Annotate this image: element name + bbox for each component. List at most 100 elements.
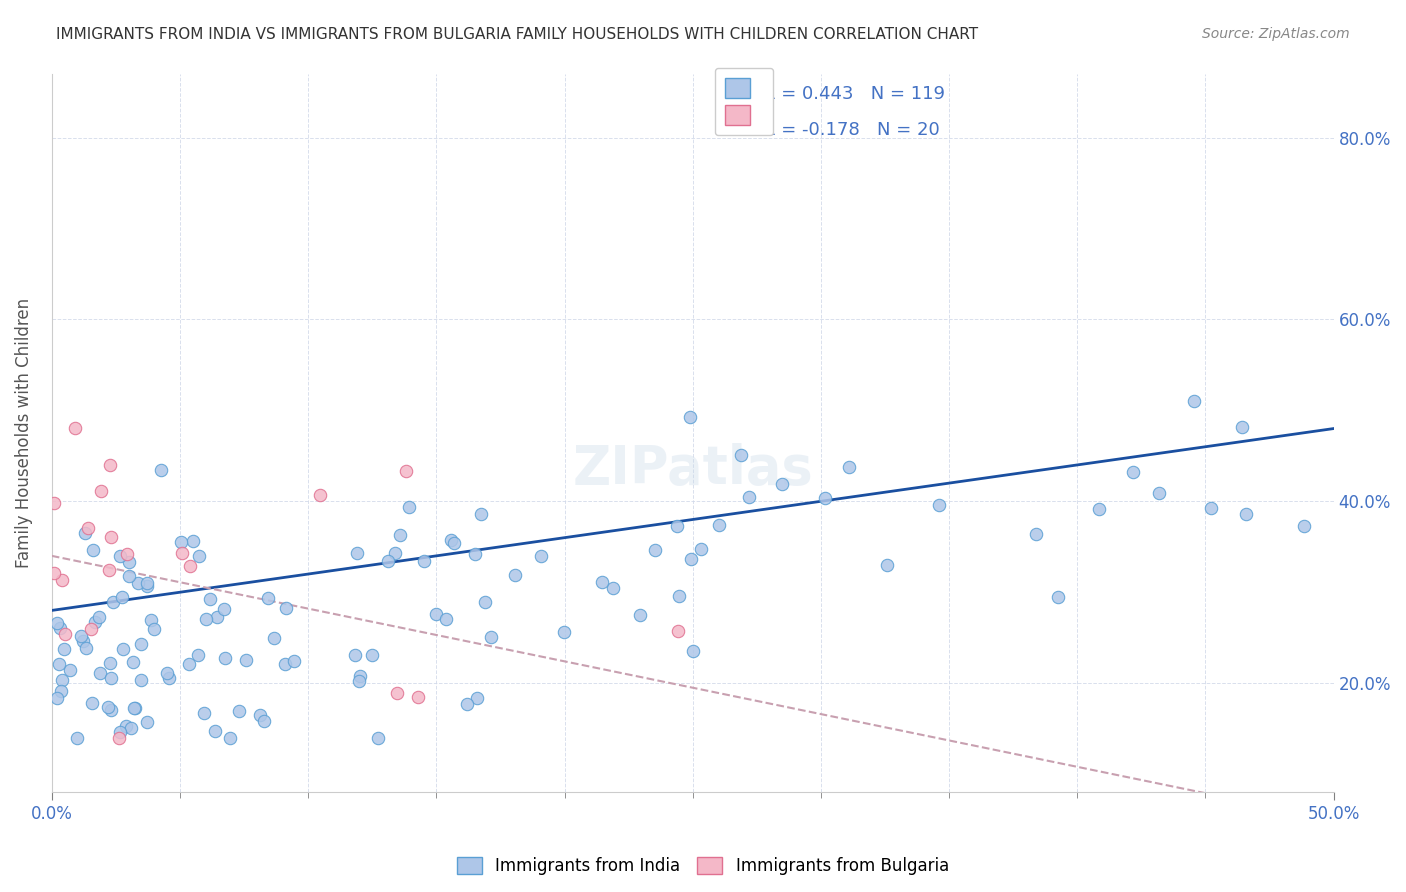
- Point: [235, 653, 257, 667]
- Point: [274, 657, 297, 671]
- Point: [1230, 419, 1253, 434]
- Point: [114, 719, 136, 733]
- Point: [75, 640, 97, 655]
- Point: [70, 629, 93, 643]
- Point: [111, 590, 134, 604]
- Point: [679, 410, 702, 425]
- Point: [1025, 526, 1047, 541]
- Point: [665, 519, 688, 533]
- Point: [730, 448, 752, 462]
- Point: [263, 631, 285, 645]
- Point: [51, 573, 73, 587]
- Point: [89, 665, 111, 680]
- Point: [1121, 465, 1143, 479]
- Legend: , : ,: [714, 68, 773, 136]
- Point: [110, 549, 132, 563]
- Point: [465, 691, 488, 706]
- Point: [122, 700, 145, 714]
- Point: [59, 663, 82, 677]
- Point: [503, 568, 526, 582]
- Point: [63, 421, 86, 435]
- Point: [838, 460, 860, 475]
- Point: [668, 589, 690, 603]
- Point: [129, 673, 152, 687]
- Point: [1147, 485, 1170, 500]
- Point: [367, 731, 389, 745]
- Point: [1047, 591, 1070, 605]
- Point: [344, 648, 367, 662]
- Point: [666, 624, 689, 638]
- Point: [120, 721, 142, 735]
- Point: [51, 684, 73, 698]
- Point: [198, 592, 221, 607]
- Point: [76, 520, 98, 534]
- Point: [385, 686, 408, 700]
- Text: ZIPatlas: ZIPatlas: [572, 443, 813, 495]
- Point: [412, 554, 434, 568]
- Point: [98, 562, 121, 576]
- Point: [124, 701, 146, 715]
- Point: [100, 703, 122, 717]
- Point: [44, 496, 66, 510]
- Point: [709, 518, 731, 533]
- Point: [193, 706, 215, 721]
- Point: [553, 625, 575, 640]
- Point: [1234, 507, 1257, 521]
- Point: [628, 607, 651, 622]
- Point: [770, 477, 793, 491]
- Point: [87, 610, 110, 624]
- Point: [389, 528, 412, 542]
- Point: [347, 674, 370, 689]
- Point: [103, 595, 125, 609]
- Point: [434, 611, 457, 625]
- Point: [1087, 502, 1109, 516]
- Point: [474, 594, 496, 608]
- Point: [118, 555, 141, 569]
- Text: R = 0.443   N = 119: R = 0.443 N = 119: [763, 85, 945, 103]
- Point: [45, 690, 67, 705]
- Point: [384, 546, 406, 560]
- Point: [425, 607, 447, 621]
- Point: [75, 525, 97, 540]
- Point: [179, 559, 201, 574]
- Text: IMMIGRANTS FROM INDIA VS IMMIGRANTS FROM BULGARIA FAMILY HOUSEHOLDS WITH CHILDRE: IMMIGRANTS FROM INDIA VS IMMIGRANTS FROM…: [56, 27, 979, 42]
- Point: [602, 581, 624, 595]
- Point: [100, 530, 122, 544]
- Legend: Immigrants from India, Immigrants from Bulgaria: Immigrants from India, Immigrants from B…: [449, 849, 957, 884]
- Point: [72, 633, 94, 648]
- Point: [170, 546, 193, 560]
- Point: [139, 614, 162, 628]
- Point: [170, 534, 193, 549]
- Point: [186, 648, 208, 662]
- Point: [644, 542, 666, 557]
- Point: [107, 731, 129, 745]
- Point: [45, 616, 67, 631]
- Point: [44, 566, 66, 580]
- Point: [439, 533, 461, 547]
- Point: [97, 699, 120, 714]
- Point: [256, 591, 278, 605]
- Point: [1182, 394, 1205, 409]
- Text: R = -0.178   N = 20: R = -0.178 N = 20: [763, 120, 941, 138]
- Point: [115, 547, 138, 561]
- Point: [876, 558, 898, 572]
- Point: [188, 549, 211, 563]
- Point: [249, 708, 271, 723]
- Point: [149, 463, 172, 477]
- Point: [346, 546, 368, 560]
- Point: [80, 622, 103, 636]
- Point: [214, 602, 236, 616]
- Point: [443, 536, 465, 550]
- Point: [108, 724, 131, 739]
- Point: [1292, 519, 1315, 533]
- Point: [135, 715, 157, 730]
- Point: [813, 491, 835, 505]
- Point: [274, 601, 297, 615]
- Point: [80, 696, 103, 710]
- Point: [218, 731, 240, 745]
- Point: [118, 568, 141, 582]
- Point: [84, 615, 107, 629]
- Point: [408, 690, 430, 704]
- Point: [228, 704, 250, 718]
- Point: [90, 484, 112, 499]
